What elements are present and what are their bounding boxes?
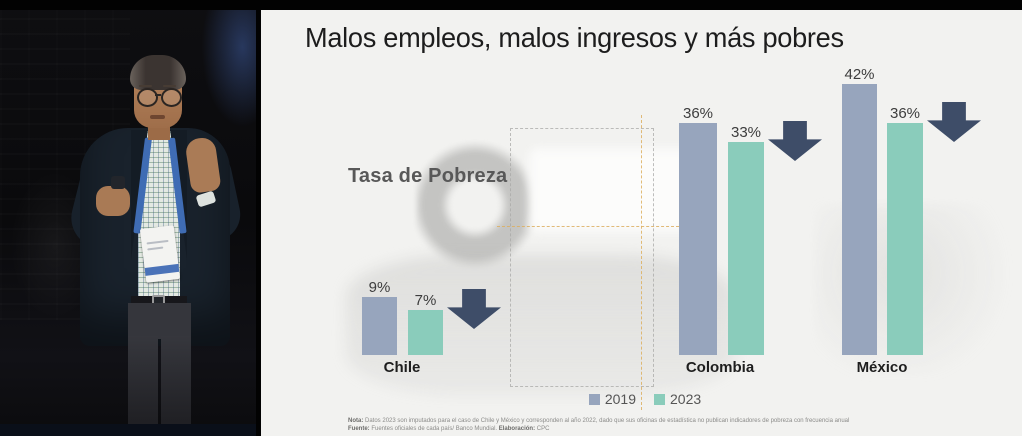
footnote-nota-line: Nota: Datos 2023 son imputados para el c… bbox=[348, 417, 928, 425]
speaker-leg-right bbox=[161, 336, 191, 436]
speaker-eyebrow-right bbox=[163, 85, 176, 87]
speaker-mouth bbox=[150, 115, 165, 119]
conference-badge bbox=[139, 225, 181, 283]
decrease-arrow-icon-chile bbox=[447, 289, 501, 329]
chart-label: Tasa de Pobreza bbox=[348, 165, 508, 187]
bar-2019-colombia bbox=[679, 123, 717, 355]
footnote-fuente-line: Fuente: Fuentes oficiales de cada país/ … bbox=[348, 425, 928, 433]
selection-guide-rectangle bbox=[510, 128, 654, 387]
legend-label-2023: 2023 bbox=[670, 391, 702, 407]
top-letterbox-bar bbox=[0, 0, 1022, 10]
footnote: Nota: Datos 2023 son imputados para el c… bbox=[348, 417, 928, 433]
legend-swatch-2023 bbox=[654, 393, 665, 405]
legend-label-2019: 2019 bbox=[604, 391, 636, 407]
badge-stripe bbox=[144, 263, 180, 276]
speaker-right-hand bbox=[96, 186, 130, 216]
presentation-slide: Malos empleos, malos ingresos y más pobr… bbox=[261, 10, 1022, 436]
value-label-2019-mexico: 42% bbox=[844, 66, 875, 83]
bar-2019-mexico bbox=[842, 84, 877, 355]
footnote-elaboracion-text: CPC bbox=[535, 426, 550, 432]
value-label-2023-chile: 7% bbox=[414, 292, 437, 309]
alignment-guide-vertical bbox=[641, 115, 642, 410]
footnote-nota-label: Nota: bbox=[348, 418, 364, 424]
glasses-lens-left bbox=[137, 88, 158, 107]
speaker-eyebrow-left bbox=[139, 85, 152, 87]
footnote-fuente-label: Fuente: bbox=[348, 426, 370, 432]
stage-blue-light bbox=[196, 8, 258, 138]
bar-2023-colombia bbox=[728, 142, 764, 355]
value-label-2023-colombia: 33% bbox=[730, 124, 762, 141]
legend-item-2023: 2023 bbox=[654, 391, 701, 407]
alignment-guide-horizontal bbox=[497, 226, 679, 227]
decrease-arrow-icon-mexico bbox=[927, 102, 981, 142]
speaker-trousers bbox=[128, 303, 191, 339]
footnote-fuente-text: Fuentes oficiales de cada país/ Banco Mu… bbox=[369, 426, 499, 432]
bar-2019-chile bbox=[362, 297, 397, 355]
panel-divider bbox=[256, 0, 261, 436]
speaker-leg-left bbox=[128, 336, 158, 436]
category-label-chile: Chile bbox=[383, 359, 421, 376]
legend-item-2019: 2019 bbox=[588, 391, 636, 407]
value-label-2023-mexico: 36% bbox=[889, 105, 921, 122]
footnote-elaboracion-label: Elaboración: bbox=[498, 426, 536, 432]
legend-swatch-2019 bbox=[588, 393, 600, 405]
chart-legend: 2019 2023 bbox=[545, 391, 745, 407]
value-label-2019-colombia: 36% bbox=[682, 105, 714, 122]
stage-floor-strip bbox=[0, 424, 258, 436]
category-label-colombia: Colombia bbox=[685, 359, 755, 376]
glasses-bridge bbox=[155, 94, 161, 96]
footnote-nota-text: Datos 2023 son imputados para el caso de… bbox=[363, 418, 850, 424]
slide-title: Malos empleos, malos ingresos y más pobr… bbox=[305, 22, 844, 53]
bar-2023-chile bbox=[408, 310, 443, 355]
value-label-2019-chile: 9% bbox=[368, 279, 391, 296]
category-label-mexico: México bbox=[856, 359, 908, 376]
decrease-arrow-icon-colombia bbox=[768, 121, 822, 161]
glasses-lens-right bbox=[161, 88, 182, 107]
presentation-clicker bbox=[111, 176, 125, 189]
speaker-video-panel bbox=[0, 0, 258, 436]
speaker-hair bbox=[130, 55, 186, 90]
bar-2023-mexico bbox=[887, 123, 923, 355]
